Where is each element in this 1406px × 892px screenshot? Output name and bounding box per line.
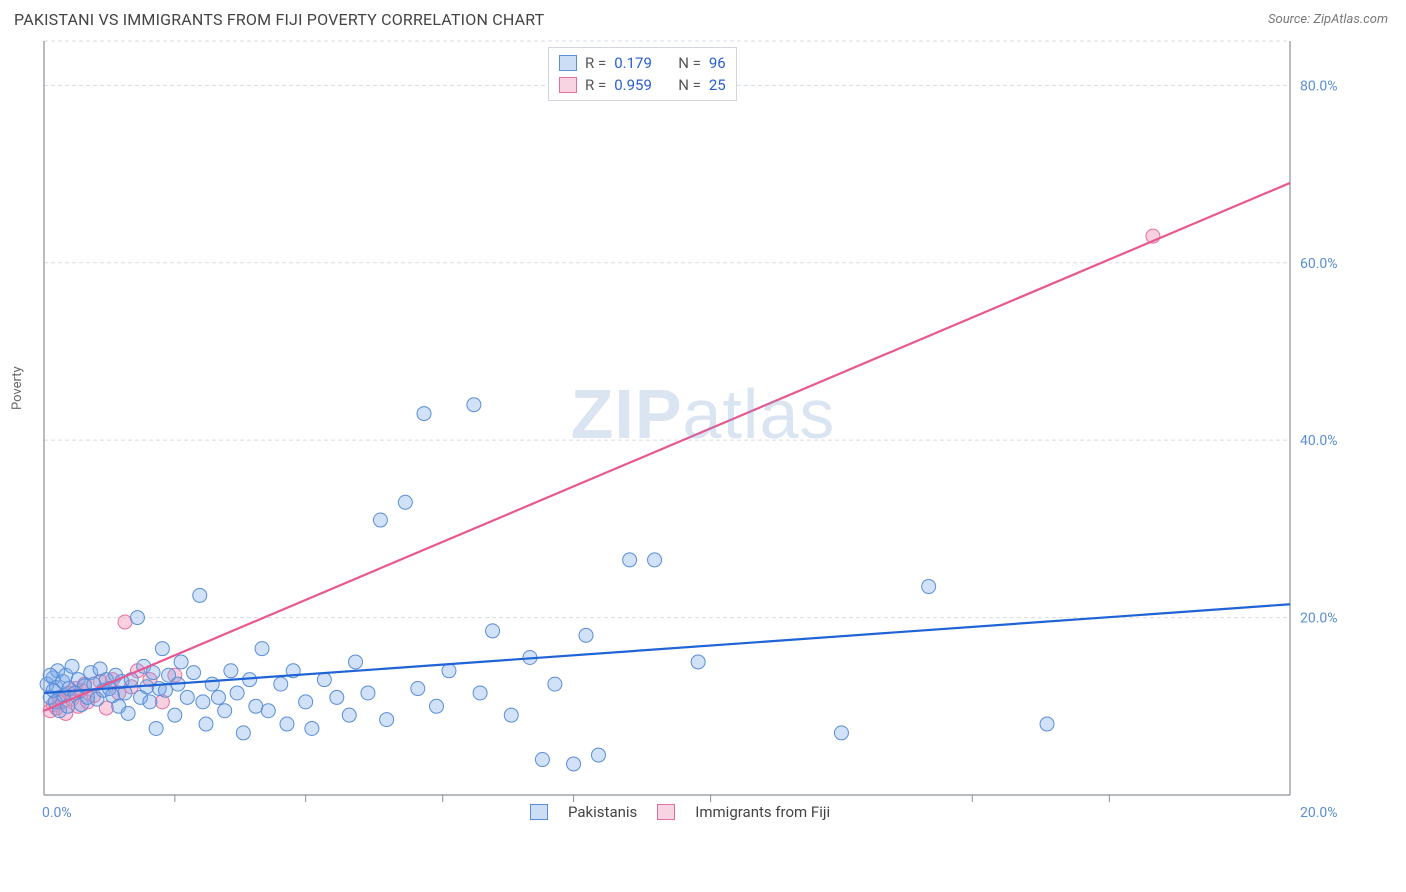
legend-label-fiji: Immigrants from Fiji (695, 803, 830, 821)
swatch-pink-icon (559, 77, 577, 93)
swatch-blue-icon (530, 804, 548, 820)
series-legend: Pakistanis Immigrants from Fiji (530, 803, 830, 821)
swatch-pink-icon (657, 804, 675, 820)
svg-text:20.0%: 20.0% (1300, 805, 1338, 821)
regression-stats-legend: R = 0.179 N = 96 R = 0.959 N = 25 (548, 47, 737, 101)
source-attribution: Source: ZipAtlas.com (1268, 12, 1388, 27)
svg-text:20.0%: 20.0% (1300, 611, 1338, 627)
legend-label-pakistanis: Pakistanis (568, 803, 637, 821)
svg-text:60.0%: 60.0% (1300, 256, 1338, 272)
svg-text:40.0%: 40.0% (1300, 433, 1338, 449)
legend-row-fiji: R = 0.959 N = 25 (559, 74, 726, 96)
svg-text:0.0%: 0.0% (42, 805, 72, 821)
swatch-blue-icon (559, 55, 577, 71)
svg-text:80.0%: 80.0% (1300, 78, 1338, 94)
legend-row-pakistanis: R = 0.179 N = 96 (559, 52, 726, 74)
y-axis-label: Poverty (10, 366, 25, 410)
scatter-chart: 20.0% 40.0% 60.0% 80.0% 0.0% 20.0% (14, 35, 1344, 825)
chart-container: Poverty ZIPatlas 20.0%40.0%60.0%80.0%0.0… (14, 35, 1392, 825)
page-title: PAKISTANI VS IMMIGRANTS FROM FIJI POVERT… (14, 10, 544, 29)
